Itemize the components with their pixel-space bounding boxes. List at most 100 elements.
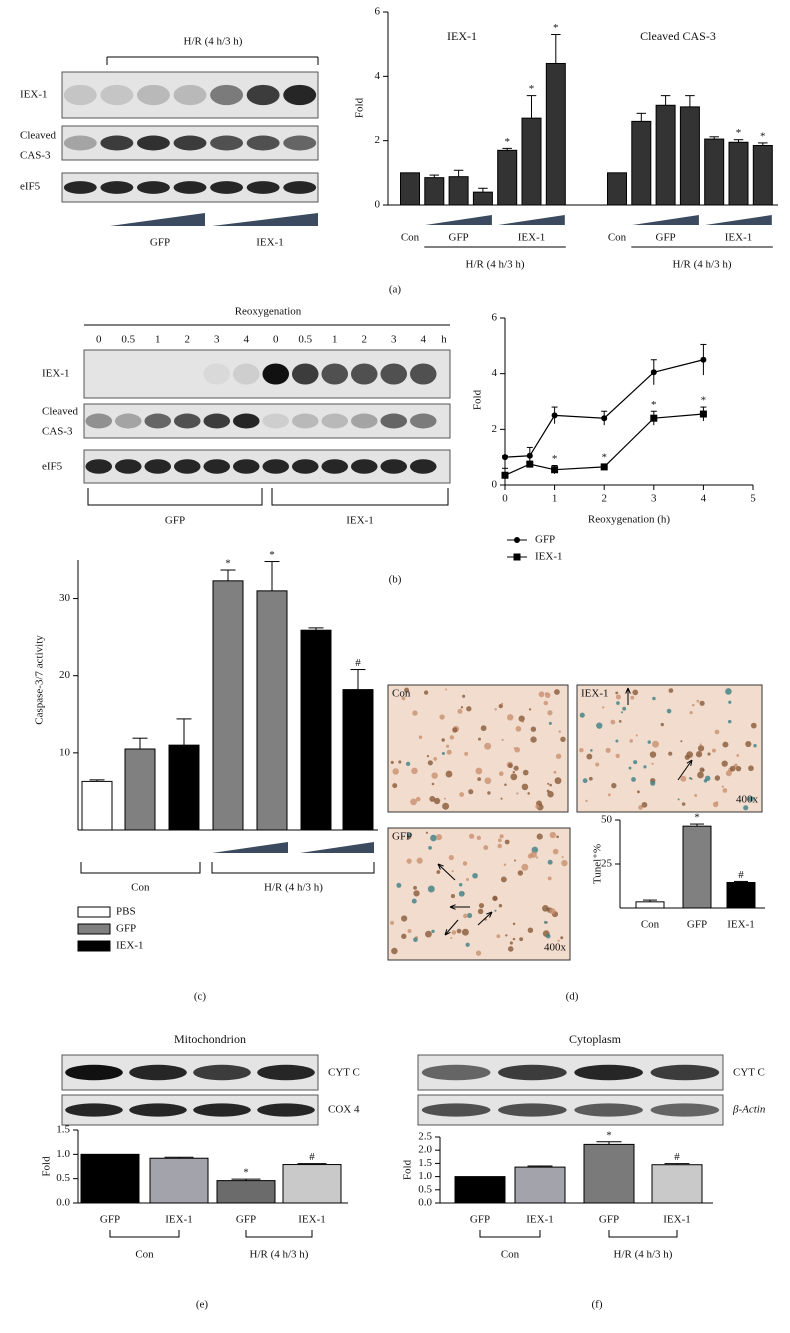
blot-band [291, 363, 319, 385]
group-label: H/R (4 h/3 h) [264, 882, 323, 894]
blot-band [63, 181, 97, 194]
blot-band [409, 413, 437, 429]
cell [398, 760, 402, 764]
cell [707, 752, 711, 756]
x-tick-label: GFP [470, 1214, 490, 1226]
cell [555, 753, 562, 759]
bar [514, 1166, 566, 1204]
cell [590, 749, 593, 752]
cell [553, 770, 557, 774]
cell [547, 710, 553, 716]
cell [463, 913, 468, 919]
cell [493, 896, 498, 901]
cell [530, 736, 537, 743]
significance-mark: # [355, 657, 361, 669]
blot-band [232, 459, 260, 474]
y-tick-label: 10 [59, 746, 71, 758]
panel-label: (d) [566, 991, 579, 1003]
cell [736, 754, 740, 757]
blot-band [380, 459, 408, 474]
chart-title: Mitochondrion [174, 1032, 246, 1046]
blot-band [291, 413, 319, 429]
cell [401, 915, 408, 922]
blot-band [173, 84, 207, 106]
cell [560, 936, 564, 940]
cell [549, 908, 556, 915]
time-label: 2 [185, 334, 191, 346]
cell [542, 905, 549, 912]
cell [497, 838, 502, 843]
group-label: Con [131, 882, 150, 894]
magnification: 400x [544, 942, 567, 954]
cell [449, 735, 455, 740]
cell [504, 783, 507, 787]
cell [636, 790, 640, 794]
cell [494, 909, 497, 912]
cell [475, 767, 483, 775]
cell [643, 765, 647, 769]
time-label: 0.5 [121, 334, 135, 346]
blot-row-label: CYT C [328, 1067, 360, 1079]
cell [441, 738, 445, 742]
cell [688, 776, 692, 780]
cell [535, 856, 539, 859]
series-title: Cleaved CAS-3 [640, 29, 716, 43]
cell [721, 785, 724, 788]
panel-label: (c) [194, 991, 207, 1003]
bar [212, 580, 244, 831]
blot-band [350, 413, 378, 429]
cell [618, 720, 622, 723]
cell [496, 934, 501, 939]
cell [545, 692, 551, 699]
cell [392, 768, 399, 775]
bar [631, 120, 652, 206]
arrow-head [437, 863, 444, 870]
cell [448, 854, 454, 861]
group-label: Con [501, 1249, 520, 1261]
cell [602, 706, 605, 709]
cell [431, 782, 435, 786]
cell [545, 921, 548, 924]
cell [631, 777, 636, 782]
cell [552, 848, 559, 855]
blot-band [100, 135, 134, 151]
time-label: 1 [332, 334, 338, 346]
group-bracket [479, 1230, 541, 1238]
cell [727, 719, 732, 724]
cell [549, 831, 556, 839]
blot-row-label: Cleaved [42, 406, 79, 418]
dose-ramp [705, 215, 772, 225]
legend-swatch [77, 923, 111, 935]
x-tick-label: IEX-1 [298, 1214, 326, 1226]
cell [390, 760, 394, 764]
cell [680, 740, 683, 743]
cell [530, 851, 537, 858]
cell [622, 706, 627, 711]
blot-band [232, 363, 260, 385]
blot-band [380, 413, 408, 429]
marker [501, 471, 509, 479]
cell [560, 736, 566, 742]
blot-band [650, 1064, 720, 1081]
blot-band [380, 363, 408, 385]
significance-mark: * [529, 83, 535, 95]
cell [443, 797, 446, 800]
cell [521, 783, 529, 791]
bar [704, 138, 725, 206]
cell [494, 708, 497, 711]
blot-band [173, 135, 207, 151]
cell [500, 797, 503, 800]
marker [526, 460, 534, 468]
blot-band [144, 459, 172, 474]
cell [441, 751, 445, 755]
cell [536, 833, 543, 840]
cell [615, 691, 619, 695]
blot-band [173, 181, 207, 194]
cell [452, 727, 458, 733]
arrow [477, 911, 493, 926]
significance-mark: * [225, 558, 231, 570]
cell [433, 756, 438, 761]
time-label: 3 [391, 334, 397, 346]
cell [406, 858, 412, 864]
cell [586, 753, 593, 760]
